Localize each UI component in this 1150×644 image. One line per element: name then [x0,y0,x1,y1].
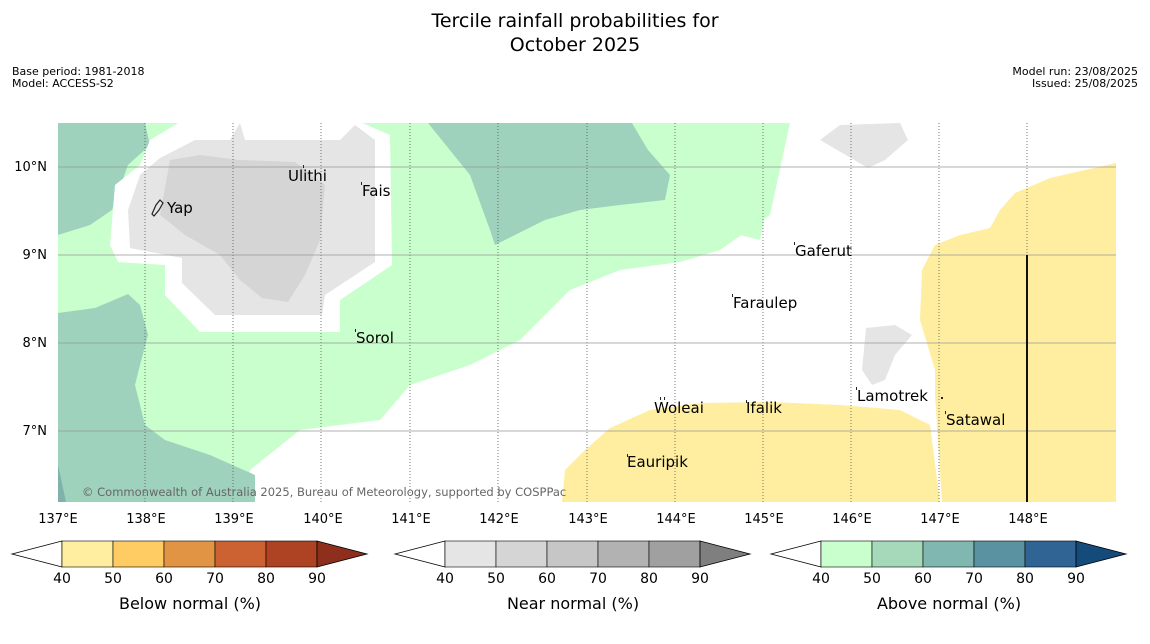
below-normal-colorbar-tick-label: 90 [308,571,326,587]
near-normal-colorbar-tick-label: 40 [436,571,454,587]
lon-tick-138: 138°E [126,512,166,527]
near-normal-colorbar: 40 50 60 70 80 90 [395,541,750,587]
lon-tick-147: 147°E [920,512,960,527]
above-normal-colorbar-high-arrow [1076,541,1126,567]
lon-tick-144: 144°E [656,512,696,527]
lon-tick-146: 146°E [832,512,872,527]
place-yap: Yap [166,199,193,217]
place-faraulep: Faraulep [733,294,797,312]
above-normal-colorbar-tick-label: 60 [914,571,932,587]
below-normal-colorbar-segment [62,541,113,567]
below-normal-colorbar-segment [215,541,266,567]
place-gaferut: Gaferut [795,242,852,260]
above-normal-colorbar-segment [974,541,1025,567]
lon-tick-143: 143°E [568,512,608,527]
below-normal-colorbar-low-arrow [12,541,62,567]
below-normal-colorbar: 40 50 60 70 80 90 [12,541,367,587]
place-satawal: Satawal [946,411,1005,429]
lat-tick-7: 7°N [23,424,48,439]
near-normal-colorbar-segment [496,541,547,567]
lat-tick-8: 8°N [23,336,48,351]
lon-tick-137: 137°E [38,512,78,527]
above-normal-colorbar: 40 50 60 70 80 90 [771,541,1126,587]
below-normal-colorbar-tick-label: 80 [257,571,275,587]
near-normal-colorbar-title: Near normal (%) [395,594,751,613]
near-normal-colorbar-tick-label: 80 [640,571,658,587]
lat-tick-9: 9°N [23,248,48,263]
near-normal-colorbar-tick-label: 60 [538,571,556,587]
place-fais: Fais [362,182,391,200]
below-normal-colorbar-tick-label: 60 [155,571,173,587]
below-normal-colorbar-tick-label: 50 [104,571,122,587]
near-normal-colorbar-segment [547,541,598,567]
lat-tick-10: 10°N [14,160,47,175]
lon-tick-148: 148°E [1008,512,1048,527]
above-normal-colorbar-segment [821,541,872,567]
lon-tick-139: 139°E [214,512,254,527]
lon-tick-141: 141°E [391,512,431,527]
near-normal-colorbar-segment [649,541,700,567]
above-normal-colorbar-segment [923,541,974,567]
below-normal-colorbar-segment [164,541,215,567]
place-lamotrek: Lamotrek [857,387,928,405]
place-eauripik: Eauripik [627,453,688,471]
copyright-notice: © Commonwealth of Australia 2025, Bureau… [82,485,566,499]
above-normal-colorbar-segment [872,541,923,567]
place-woleai: Woleai [654,399,704,417]
near-normal-colorbar-segment [598,541,649,567]
place-ifalik: Ifalik [746,399,782,417]
near-normal-colorbar-high-arrow [700,541,750,567]
below-normal-colorbar-title: Below normal (%) [12,594,368,613]
colorbars: 40 50 60 70 80 90 40 50 60 70 80 90 40 50 60 70 80 90 [12,541,1126,587]
below-normal-colorbar-segment [266,541,317,567]
near-normal-colorbar-tick-label: 90 [691,571,709,587]
lon-tick-145: 145°E [744,512,784,527]
above-normal-colorbar-tick-label: 40 [812,571,830,587]
below-normal-colorbar-segment [113,541,164,567]
near-normal-colorbar-tick-label: 70 [589,571,607,587]
near-normal-colorbar-tick-label: 50 [487,571,505,587]
above-normal-colorbar-tick-label: 90 [1067,571,1085,587]
above-normal-colorbar-low-arrow [771,541,821,567]
near-normal-colorbar-low-arrow [395,541,445,567]
place-ulithi: Ulithi [288,167,327,185]
above-normal-colorbar-tick-label: 70 [965,571,983,587]
above-normal-colorbar-tick-label: 80 [1016,571,1034,587]
below-normal-colorbar-tick-label: 40 [53,571,71,587]
above-normal-colorbar-title: Above normal (%) [771,594,1127,613]
below-normal-colorbar-tick-label: 70 [206,571,224,587]
above-normal-colorbar-tick-label: 50 [863,571,881,587]
near-normal-colorbar-segment [445,541,496,567]
above-normal-colorbar-segment [1025,541,1076,567]
lon-tick-140: 140°E [303,512,343,527]
below-normal-colorbar-high-arrow [317,541,367,567]
place-sorol: Sorol [356,329,394,347]
lon-tick-142: 142°E [479,512,519,527]
